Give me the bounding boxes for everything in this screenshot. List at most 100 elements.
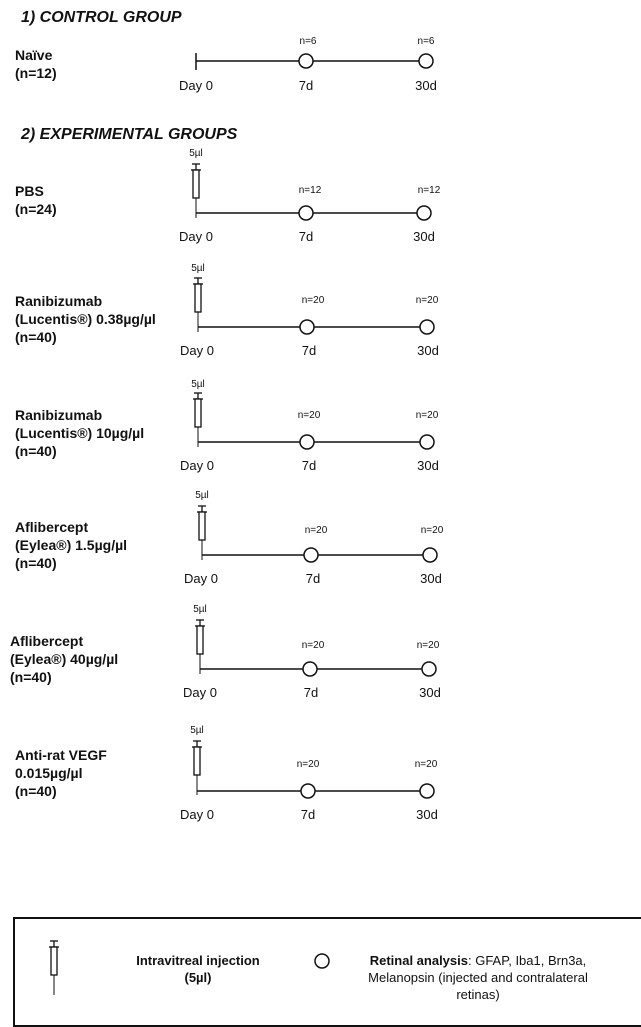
n-7d-label: n=20 <box>302 640 325 651</box>
analysis-30d-circle <box>419 434 435 450</box>
group-label-line: (Lucentis®) 10µg/µl <box>15 425 145 441</box>
tick-30d-label: 30d <box>417 458 439 473</box>
legend-injection-label: Intravitreal injection (5µl) <box>136 953 260 985</box>
legend-icons <box>48 940 330 996</box>
group-label-line: Naïve <box>15 47 53 63</box>
group-label-line: (n=40) <box>15 783 57 799</box>
analysis-30d-circle <box>419 783 435 799</box>
syringe-icon <box>190 163 202 219</box>
group-label-line: (n=40) <box>15 443 57 459</box>
analysis-circle-icon <box>314 953 330 969</box>
tick-7d-label: 7d <box>304 685 318 700</box>
dose-label: 5µl <box>189 148 203 159</box>
tick-7d-label: 7d <box>299 78 313 93</box>
group-label-line: (Eylea®) 1.5µg/µl <box>15 537 128 553</box>
n-30d-label: n=20 <box>421 525 444 536</box>
analysis-7d-circle <box>299 434 315 450</box>
group-label-line: (n=40) <box>10 669 52 685</box>
group-label-line: Anti-rat VEGF <box>15 747 107 763</box>
timeline-naive: n=6 n=6 Day 0 7d 30d <box>179 36 437 93</box>
dose-label: 5µl <box>193 604 207 615</box>
group-label-anti-rat-vegf: Anti-rat VEGF 0.015µg/µl (n=40) <box>15 746 107 800</box>
n-30d-label: n=20 <box>415 759 438 770</box>
syringe-icon <box>191 740 203 796</box>
tick-7d-label: 7d <box>302 458 316 473</box>
timeline-pbs: 5µl n=12 n=12 Day 0 7d 30d <box>179 148 441 244</box>
timeline-ranibizumab-high: 5µl n=20 n=20 Day 0 7d 30d <box>180 379 439 473</box>
group-label-line: Aflibercept <box>15 519 89 535</box>
tick-30d-label: 30d <box>417 343 439 358</box>
n-7d-label: n=20 <box>302 295 325 306</box>
n-7d-label: n=20 <box>298 410 321 421</box>
tick-7d-label: 7d <box>302 343 316 358</box>
group-label-line: Ranibizumab <box>15 407 103 423</box>
experimental-groups-title: 2) EXPERIMENTAL GROUPS <box>21 126 238 143</box>
syringe-icon <box>196 505 208 561</box>
tick-day0-label: Day 0 <box>184 571 218 586</box>
timeline-ranibizumab-low: 5µl n=20 n=20 Day 0 7d 30d <box>180 263 439 358</box>
group-label-line: (n=40) <box>15 555 57 571</box>
legend-retinal-title: Retinal analysis <box>369 953 468 968</box>
group-label-ranibizumab-high: Ranibizumab (Lucentis®) 10µg/µl (n=40) <box>15 406 144 460</box>
dose-label: 5µl <box>195 490 209 501</box>
group-label-line: Ranibizumab <box>15 293 103 309</box>
group-label-line: 0.015µg/µl <box>15 765 83 781</box>
group-label-naive: Naïve (n=12) <box>15 46 57 82</box>
analysis-30d-circle <box>422 547 438 563</box>
group-label-line: (n=12) <box>15 65 57 81</box>
group-label-line: (Eylea®) 40µg/µl <box>10 651 119 667</box>
tick-day0-label: Day 0 <box>179 78 213 93</box>
n-7d-label: n=20 <box>297 759 320 770</box>
group-label-pbs: PBS (n=24) <box>15 182 57 218</box>
group-label-line: (n=24) <box>15 201 57 217</box>
timeline-aflibercept-low: 5µl n=20 n=20 Day 0 7d 30d <box>184 490 444 586</box>
group-label-aflibercept-high: Aflibercept (Eylea®) 40µg/µl (n=40) <box>10 632 118 686</box>
analysis-30d-circle <box>421 661 437 677</box>
group-label-line: Aflibercept <box>10 633 84 649</box>
group-label-aflibercept-low: Aflibercept (Eylea®) 1.5µg/µl (n=40) <box>15 518 127 572</box>
timeline-aflibercept-high: 5µl n=20 n=20 Day 0 7d 30d <box>183 604 441 700</box>
analysis-7d-circle <box>300 783 316 799</box>
dose-label: 5µl <box>191 263 205 274</box>
syringe-icon <box>192 277 204 333</box>
tick-30d-label: 30d <box>419 685 441 700</box>
n-30d-label: n=20 <box>416 295 439 306</box>
n-7d-label: n=6 <box>300 36 317 47</box>
analysis-7d-circle <box>303 547 319 563</box>
tick-30d-label: 30d <box>413 229 435 244</box>
tick-7d-label: 7d <box>306 571 320 586</box>
analysis-7d-circle <box>298 53 314 69</box>
legend-retinal-details: : GFAP, Iba1, Brn3a, Melanopsin (injecte… <box>368 953 588 1002</box>
syringe-icon <box>192 392 204 448</box>
n-30d-label: n=6 <box>418 36 435 47</box>
n-30d-label: n=12 <box>418 185 441 196</box>
group-label-ranibizumab-low: Ranibizumab (Lucentis®) 0.38µg/µl (n=40) <box>15 292 156 346</box>
tick-7d-label: 7d <box>301 807 315 822</box>
n-30d-label: n=20 <box>416 410 439 421</box>
analysis-30d-circle <box>419 319 435 335</box>
tick-30d-label: 30d <box>420 571 442 586</box>
group-label-line: (Lucentis®) 0.38µg/µl <box>15 311 156 327</box>
tick-day0-label: Day 0 <box>179 229 213 244</box>
tick-day0-label: Day 0 <box>180 458 214 473</box>
n-7d-label: n=12 <box>299 185 322 196</box>
analysis-7d-circle <box>299 319 315 335</box>
dose-label: 5µl <box>191 379 205 390</box>
analysis-7d-circle <box>302 661 318 677</box>
group-label-line: (n=40) <box>15 329 57 345</box>
tick-7d-label: 7d <box>299 229 313 244</box>
analysis-30d-circle <box>418 53 434 69</box>
tick-day0-label: Day 0 <box>180 807 214 822</box>
syringe-icon <box>194 619 206 675</box>
timeline-anti-rat-vegf: 5µl n=20 n=20 Day 0 7d 30d <box>180 725 438 822</box>
control-group-title: 1) CONTROL GROUP <box>21 9 182 26</box>
analysis-7d-circle <box>298 205 314 221</box>
dose-label: 5µl <box>190 725 204 736</box>
tick-30d-label: 30d <box>415 78 437 93</box>
n-7d-label: n=20 <box>305 525 328 536</box>
n-30d-label: n=20 <box>417 640 440 651</box>
analysis-30d-circle <box>416 205 432 221</box>
tick-30d-label: 30d <box>416 807 438 822</box>
tick-day0-label: Day 0 <box>183 685 217 700</box>
